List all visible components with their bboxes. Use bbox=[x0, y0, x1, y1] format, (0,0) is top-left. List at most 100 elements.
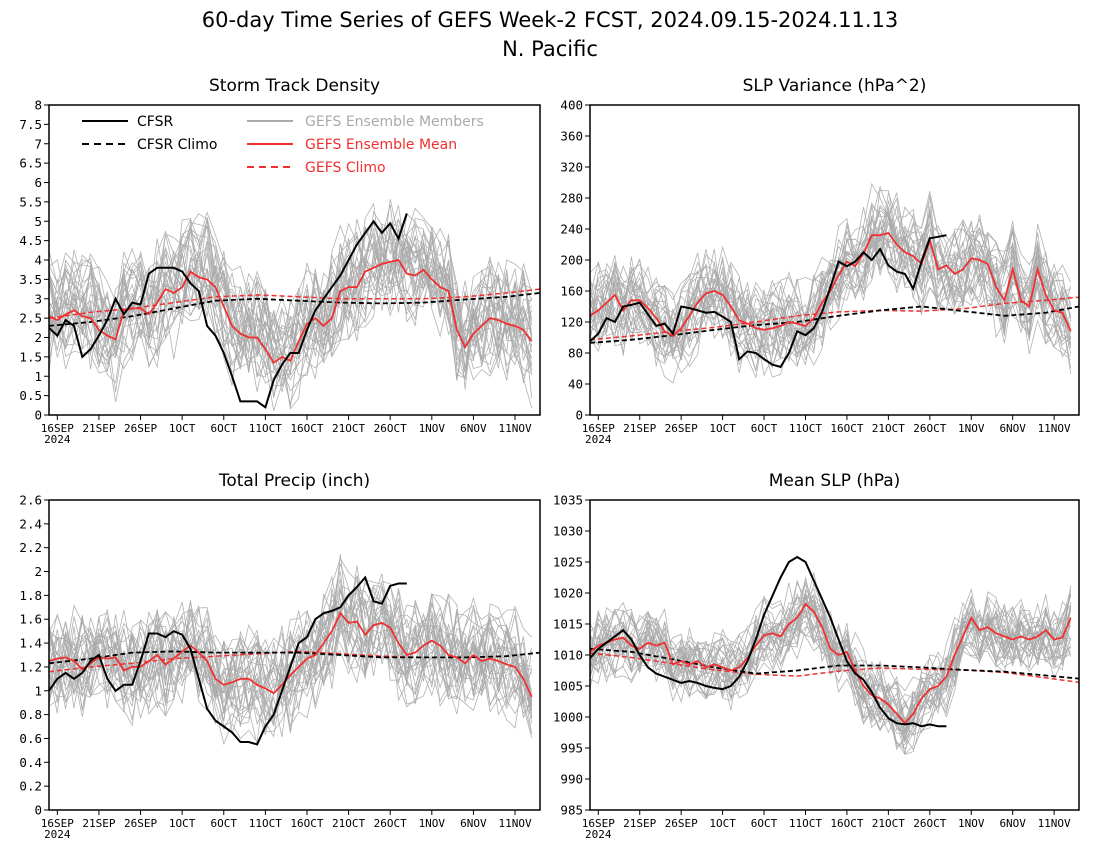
y-tick-label: 400 bbox=[560, 98, 583, 113]
x-tick-label: 26OCT bbox=[913, 817, 946, 830]
ensemble-member-line bbox=[590, 594, 1072, 744]
ensemble-member-line bbox=[49, 563, 532, 691]
y-tick-label: 1030 bbox=[553, 524, 583, 539]
y-tick-label: 320 bbox=[560, 160, 583, 175]
x-year-label: 2024 bbox=[44, 433, 71, 446]
x-tick-label: 6OCT bbox=[751, 817, 778, 830]
cfsr-line bbox=[590, 234, 947, 369]
x-tick-label: 6NOV bbox=[999, 422, 1026, 435]
y-tick-label: 0 bbox=[34, 803, 42, 818]
x-tick-label: 6OCT bbox=[211, 817, 238, 830]
figure-subtitle: N. Pacific bbox=[502, 37, 598, 61]
panel-storm-track-density: Storm Track Density 0 0.5 1 1.5 2 2.5 3 3.5 4 4.5 5… bbox=[19, 76, 541, 446]
y-tick-label: 2.6 bbox=[19, 493, 42, 508]
x-tick-label: 6NOV bbox=[999, 817, 1026, 830]
y-tick-label: 0.4 bbox=[19, 755, 42, 770]
ensemble-mean-line bbox=[49, 611, 533, 698]
panel-title: SLP Variance (hPa^2) bbox=[743, 76, 927, 96]
ensemble-member-line bbox=[49, 255, 533, 408]
ensemble-member-line bbox=[590, 598, 1072, 733]
x-tick-label: 6NOV bbox=[460, 422, 487, 435]
x-tick-label: 1NOV bbox=[958, 422, 985, 435]
x-tick-label: 21OCT bbox=[332, 817, 365, 830]
y-tick-label: 7.5 bbox=[19, 117, 42, 132]
panel-title: Total Precip (inch) bbox=[218, 471, 370, 491]
x-tick-label: 16OCT bbox=[290, 817, 323, 830]
legend-cfsr-label: CFSR bbox=[137, 114, 173, 130]
y-tick-label: 1.2 bbox=[19, 659, 42, 674]
ensemble-mean-line bbox=[590, 231, 1072, 338]
y-tick-label: 8 bbox=[34, 98, 42, 113]
x-tick-label: 26OCT bbox=[913, 422, 946, 435]
ensemble-mean-line bbox=[590, 602, 1072, 725]
x-year-label: 2024 bbox=[585, 828, 612, 841]
y-tick-label: 2.4 bbox=[19, 516, 42, 531]
x-year-label: 2024 bbox=[44, 828, 71, 841]
y-tick-label: 5 bbox=[34, 214, 42, 229]
x-tick-label: 16SEP bbox=[582, 422, 615, 435]
y-tick-label: 280 bbox=[560, 191, 583, 206]
legend-ens-mean-label: GEFS Ensemble Mean bbox=[305, 137, 457, 153]
ensemble-member-line bbox=[590, 618, 1071, 745]
ensemble-member-line bbox=[590, 595, 1072, 731]
x-tick-label: 26SEP bbox=[124, 817, 157, 830]
x-tick-label: 11OCT bbox=[789, 422, 822, 435]
x-tick-label: 1NOV bbox=[419, 817, 446, 830]
x-tick-label: 11OCT bbox=[249, 422, 282, 435]
y-tick-label: 240 bbox=[560, 222, 583, 237]
y-tick-label: 1025 bbox=[553, 555, 583, 570]
x-tick-label: 11NOV bbox=[498, 422, 531, 435]
x-tick-label: 16SEP bbox=[41, 422, 74, 435]
x-tick-label: 11NOV bbox=[1038, 422, 1071, 435]
y-tick-label: 1.4 bbox=[19, 636, 42, 651]
y-tick-label: 2 bbox=[34, 564, 42, 579]
x-tick-label: 11OCT bbox=[789, 817, 822, 830]
x-tick-label: 6NOV bbox=[460, 817, 487, 830]
y-tick-label: 0 bbox=[34, 408, 42, 423]
x-tick-label: 16SEP bbox=[582, 817, 615, 830]
y-tick-label: 0.2 bbox=[19, 779, 42, 794]
ensemble-member-line bbox=[49, 600, 532, 733]
x-tick-label: 21SEP bbox=[82, 422, 115, 435]
x-tick-label: 11NOV bbox=[1038, 817, 1071, 830]
y-tick-label: 1.5 bbox=[19, 349, 42, 364]
ensemble-member-line bbox=[49, 239, 533, 387]
panel-total-precip: Total Precip (inch) 0 0.2 0.4 0.6 0.8 1 1.2 1.4 1… bbox=[19, 471, 541, 841]
x-tick-label: 16OCT bbox=[830, 817, 863, 830]
cfsr-climo-line bbox=[49, 650, 540, 665]
cfsr-line bbox=[49, 575, 407, 746]
ensemble-member-line bbox=[49, 226, 533, 375]
y-tick-label: 985 bbox=[560, 803, 583, 818]
x-tick-label: 26SEP bbox=[665, 422, 698, 435]
ensemble-member-line bbox=[590, 204, 1072, 334]
y-tick-label: 0.5 bbox=[19, 388, 42, 403]
x-tick-label: 1OCT bbox=[709, 422, 736, 435]
legend-gefs-clim-label: GEFS Climo bbox=[305, 160, 386, 176]
x-tick-label: 6OCT bbox=[751, 422, 778, 435]
y-tick-label: 5.5 bbox=[19, 194, 42, 209]
y-tick-label: 40 bbox=[568, 377, 583, 392]
x-tick-label: 26SEP bbox=[124, 422, 157, 435]
x-tick-label: 21SEP bbox=[82, 817, 115, 830]
legend-cfsr-clim-label: CFSR Climo bbox=[137, 137, 217, 153]
y-tick-label: 2 bbox=[34, 330, 42, 345]
x-tick-label: 1NOV bbox=[419, 422, 446, 435]
y-tick-label: 6.5 bbox=[19, 156, 42, 171]
ensemble-member-line bbox=[590, 599, 1072, 734]
y-tick-label: 995 bbox=[560, 741, 583, 756]
cfsr-line bbox=[49, 213, 408, 409]
y-tick-label: 1010 bbox=[553, 648, 583, 663]
ensemble-member-line bbox=[49, 234, 533, 366]
x-tick-label: 21SEP bbox=[623, 422, 656, 435]
panel-title: Mean SLP (hPa) bbox=[769, 471, 901, 491]
legend: CFSR CFSR Climo GEFS Ensemble Members GE… bbox=[82, 114, 484, 176]
y-tick-label: 200 bbox=[560, 253, 583, 268]
y-tick-label: 160 bbox=[560, 284, 583, 299]
y-tick-label: 2.5 bbox=[19, 311, 42, 326]
ensemble-member-line bbox=[590, 182, 1072, 334]
x-tick-label: 21OCT bbox=[872, 422, 905, 435]
x-tick-label: 26OCT bbox=[374, 817, 407, 830]
y-tick-label: 1.6 bbox=[19, 612, 42, 627]
y-tick-label: 1 bbox=[34, 683, 42, 698]
